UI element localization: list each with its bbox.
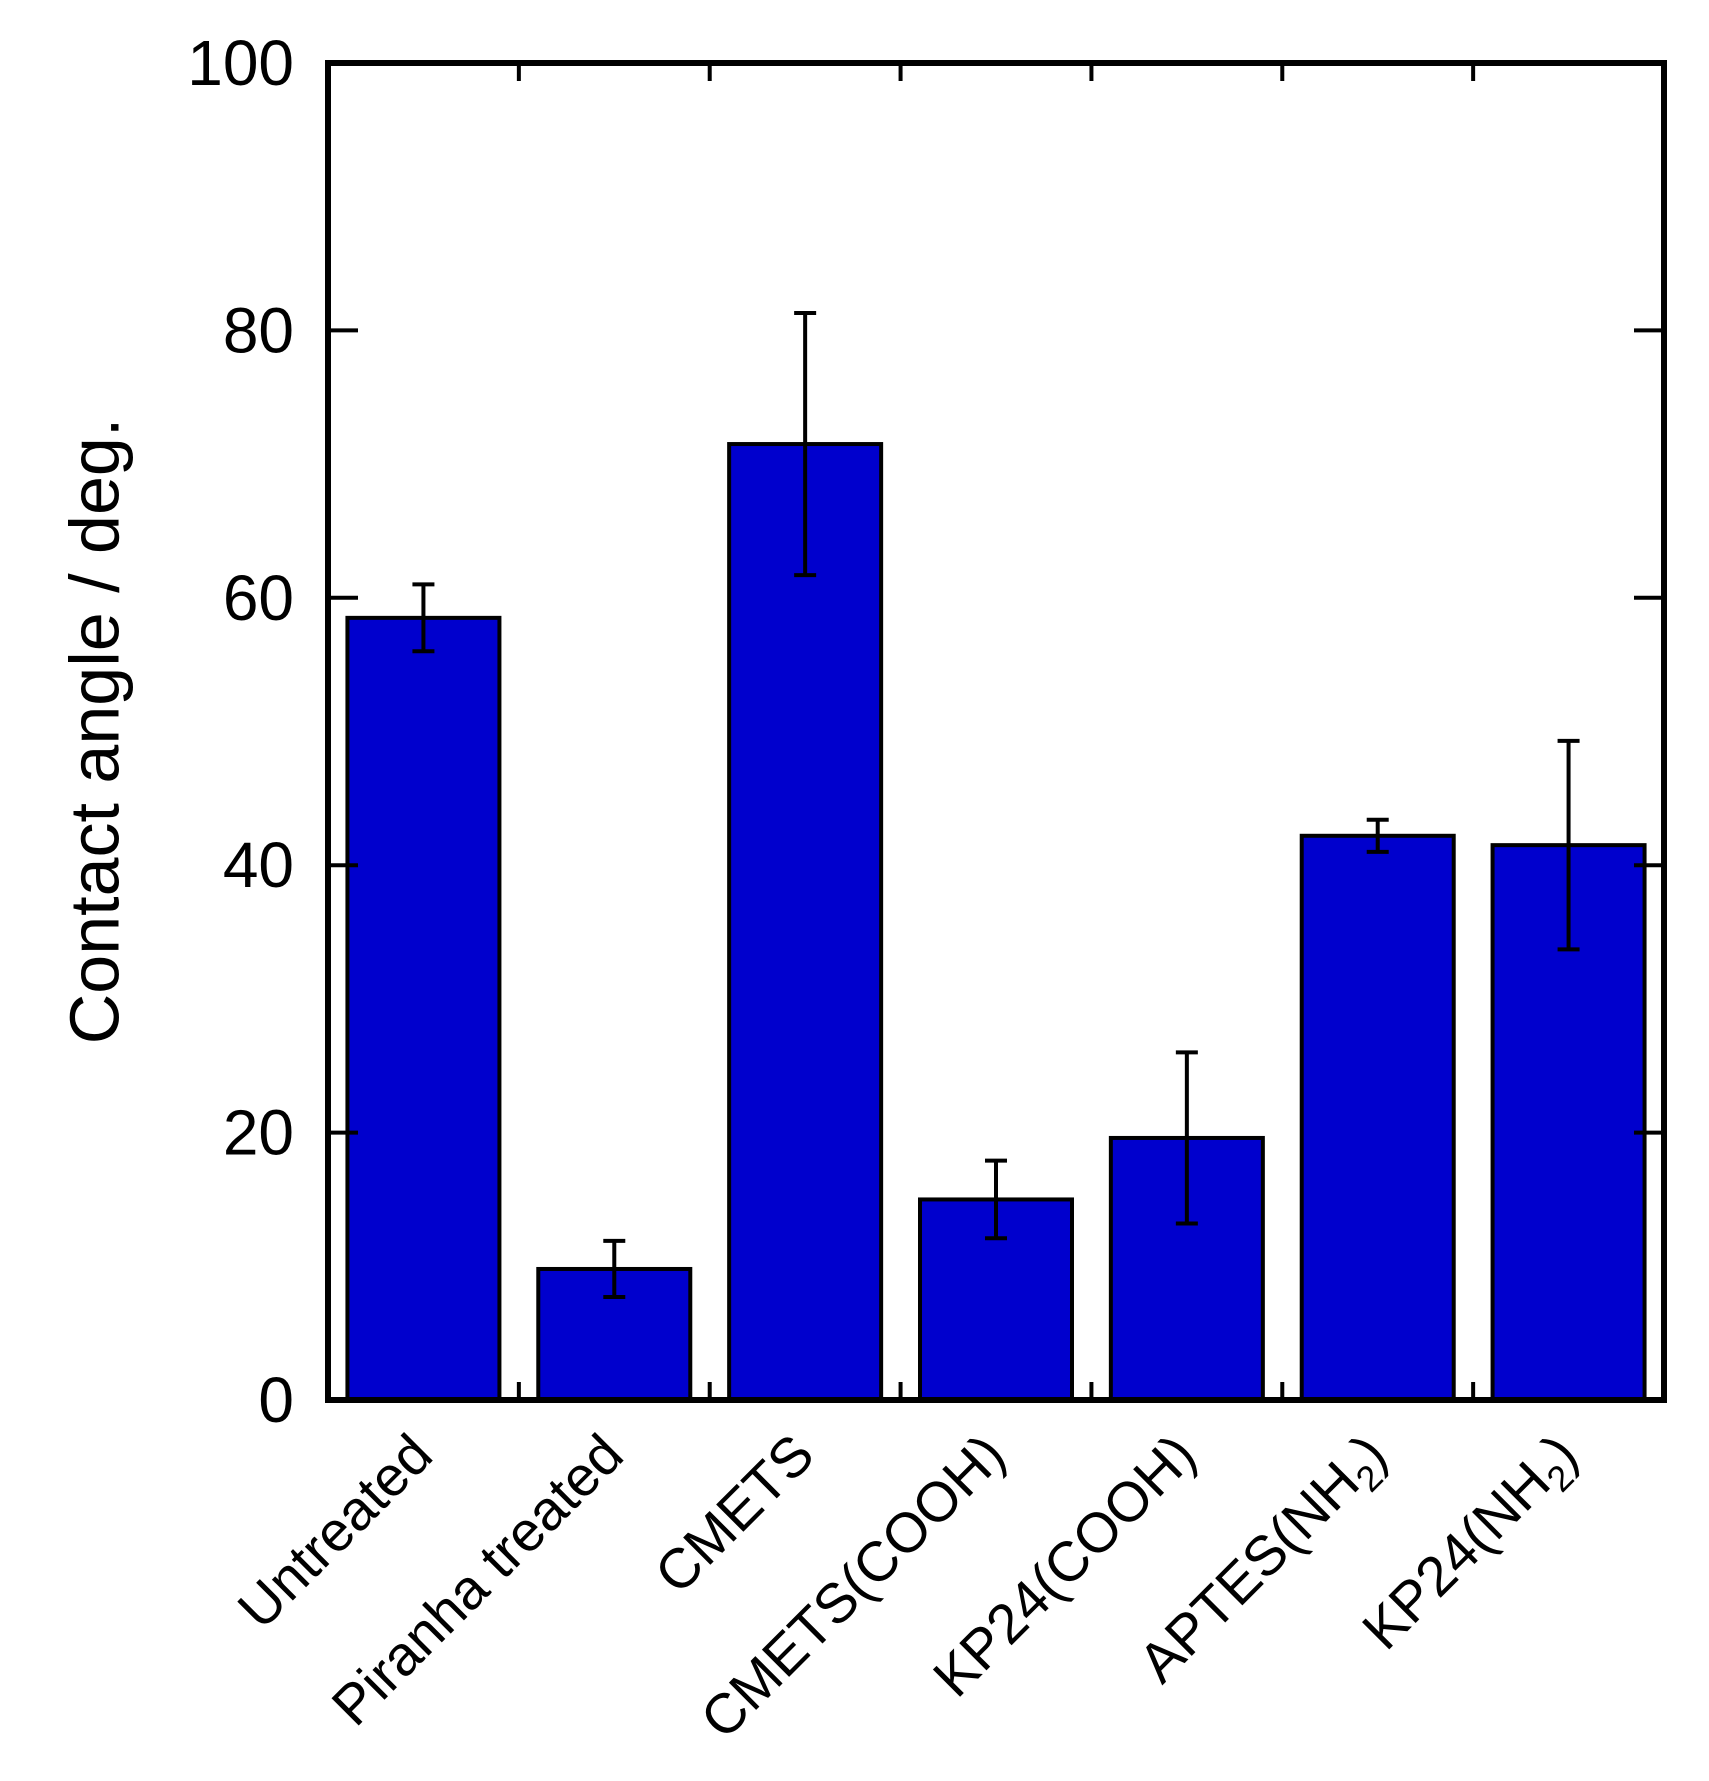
bar [1490,843,1647,1402]
y-tick-label: 20 [223,1097,294,1169]
axis-ticks [328,63,1664,1400]
error-bar [1175,1050,1198,1226]
y-tick-label: 0 [258,1364,294,1436]
category-label: CMETS [642,1422,825,1605]
error-bar [985,1158,1007,1241]
error-bar [412,582,435,654]
plot-frame [325,60,1667,1403]
bars [345,442,1647,1403]
y-tick-label: 100 [187,27,294,99]
y-tick-label: 60 [223,562,294,634]
y-axis-title: Contact angle / deg. [55,418,133,1045]
error-bars [412,311,1580,1300]
y-tick-labels: 0 20 40 60 80 100 [187,27,294,1436]
error-bar [1557,738,1580,952]
bar [345,615,502,1402]
y-tick-label: 80 [223,294,294,366]
error-bar [794,311,817,578]
bar [1299,833,1456,1402]
y-tick-label: 40 [223,829,294,901]
error-bar [603,1238,626,1300]
bar [727,442,884,1403]
error-bar [1366,817,1389,854]
